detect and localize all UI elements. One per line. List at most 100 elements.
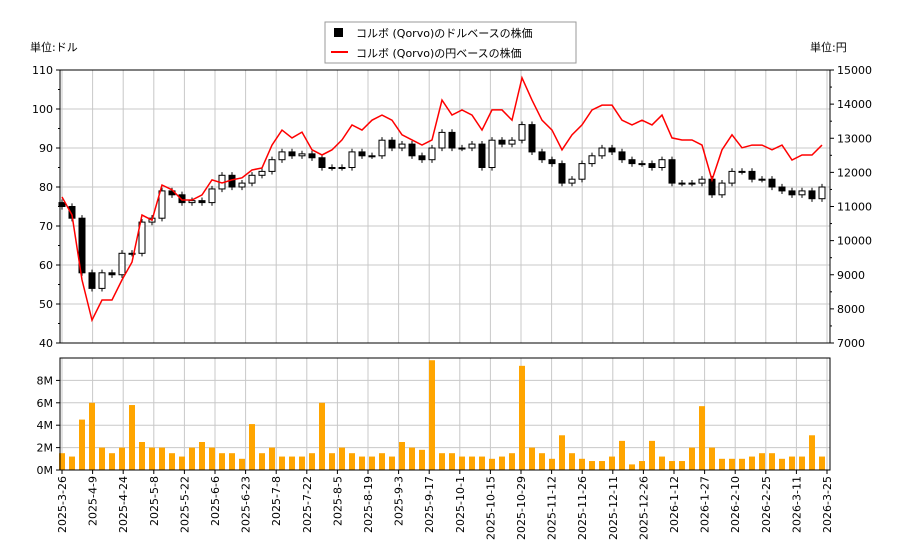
candle-body — [358, 151, 366, 157]
volume-bar — [599, 461, 605, 470]
volume-bar — [569, 453, 575, 470]
candle-body — [558, 163, 566, 184]
x-tick-label: 2026-1-27 — [699, 476, 712, 533]
volume-bar — [809, 435, 815, 470]
candle-body — [668, 159, 676, 184]
candle-body — [588, 155, 596, 165]
legend-usd-marker — [334, 28, 343, 37]
candle-body — [128, 252, 136, 255]
price-panel-frame — [59, 69, 831, 344]
volume-bar — [59, 453, 65, 470]
candle-body — [718, 182, 726, 196]
volume-bar — [749, 456, 755, 470]
candle-body — [638, 163, 646, 166]
volume-bar — [769, 453, 775, 470]
volume-bar — [89, 402, 95, 470]
candle-body — [808, 190, 816, 200]
volume-bar — [509, 453, 515, 470]
volume-bar — [99, 447, 105, 470]
volume-bar — [689, 447, 695, 470]
volume-bar — [129, 405, 135, 470]
volume-bar — [329, 453, 335, 470]
left-tick-label: 50 — [39, 298, 53, 311]
x-tick-label: 2025-5-8 — [148, 476, 161, 526]
candle-body — [628, 159, 636, 165]
x-tick-label: 2026-1-12 — [668, 476, 681, 533]
candle-body — [758, 178, 766, 181]
jpy-price-line — [61, 75, 823, 323]
candle-body — [428, 147, 436, 161]
candle-body — [98, 272, 106, 289]
volume-bar — [659, 456, 665, 470]
volume-bar — [369, 456, 375, 470]
candle-body — [178, 194, 186, 204]
candle-body — [108, 272, 116, 276]
volume-bar — [359, 456, 365, 470]
candle-body — [198, 200, 206, 204]
candle-body — [328, 167, 336, 169]
candle-body — [138, 221, 146, 254]
candle-body — [78, 217, 86, 274]
candle-body — [438, 131, 446, 149]
x-tick-label: 2026-3-11 — [790, 476, 803, 533]
candle-body — [698, 178, 706, 184]
volume-tick-label: 0M — [37, 464, 54, 477]
candle-body — [238, 182, 246, 188]
x-tick-label: 2025-4-24 — [117, 476, 130, 533]
volume-bar — [519, 365, 525, 470]
volume-bar — [789, 456, 795, 470]
volume-bar — [149, 447, 155, 470]
candle-body — [288, 151, 296, 157]
volume-bar — [679, 461, 685, 470]
left-tick-label: 60 — [39, 259, 53, 272]
candle-body — [748, 170, 756, 180]
volume-bar — [609, 456, 615, 470]
candle-body — [308, 153, 316, 159]
right-tick-label: 10000 — [837, 235, 872, 248]
legend: コルボ (Qorvo)のドルベースの株価 コルボ (Qorvo)の円ベースの株価 — [324, 21, 577, 64]
volume-bar — [419, 449, 425, 470]
volume-bar — [249, 424, 255, 470]
volume-bar — [549, 458, 555, 470]
volume-bar — [529, 447, 535, 470]
candle-body — [248, 174, 256, 184]
volume-bar — [189, 447, 195, 470]
candle-body — [608, 147, 616, 153]
volume-bar — [799, 456, 805, 470]
volume-bar — [299, 456, 305, 470]
candle-body — [268, 159, 276, 172]
volume-bar — [719, 458, 725, 470]
candle-body — [538, 151, 546, 161]
x-tick-label: 2026-3-25 — [821, 476, 834, 533]
volume-bar — [639, 461, 645, 470]
volume-bar — [259, 453, 265, 470]
x-tick-label: 2025-12-26 — [637, 476, 650, 540]
candle-body — [398, 143, 406, 149]
legend-jpy-label: コルボ (Qorvo)の円ベースの株価 — [356, 46, 522, 60]
x-tick-label: 2025-4-9 — [87, 476, 100, 526]
x-tick-label: 2025-9-3 — [393, 476, 406, 526]
volume-bar — [439, 453, 445, 470]
candle-body — [378, 139, 386, 157]
candle-body — [778, 186, 786, 192]
volume-bar — [449, 453, 455, 470]
left-tick-label: 90 — [39, 142, 53, 155]
right-unit-label: 単位:円 — [810, 40, 847, 54]
volume-bar — [339, 447, 345, 470]
volume-bar — [219, 453, 225, 470]
volume-bar — [239, 458, 245, 470]
axes: 40 50 60 70 80 90 100 110 7000 8000 9000 10000 11000… — [32, 64, 872, 540]
volume-bar — [579, 458, 585, 470]
x-tick-label: 2025-11-12 — [546, 476, 559, 540]
candle-body — [348, 151, 356, 168]
volume-bar — [319, 402, 325, 470]
x-tick-label: 2025-11-26 — [576, 476, 589, 540]
volume-bar — [139, 442, 145, 470]
x-tick-label: 2026-2-25 — [760, 476, 773, 533]
volume-bar — [779, 458, 785, 470]
x-tick-label: 2025-7-8 — [270, 476, 283, 526]
volume-bar — [309, 453, 315, 470]
grid-lines — [60, 69, 830, 471]
candle-body — [278, 151, 286, 161]
